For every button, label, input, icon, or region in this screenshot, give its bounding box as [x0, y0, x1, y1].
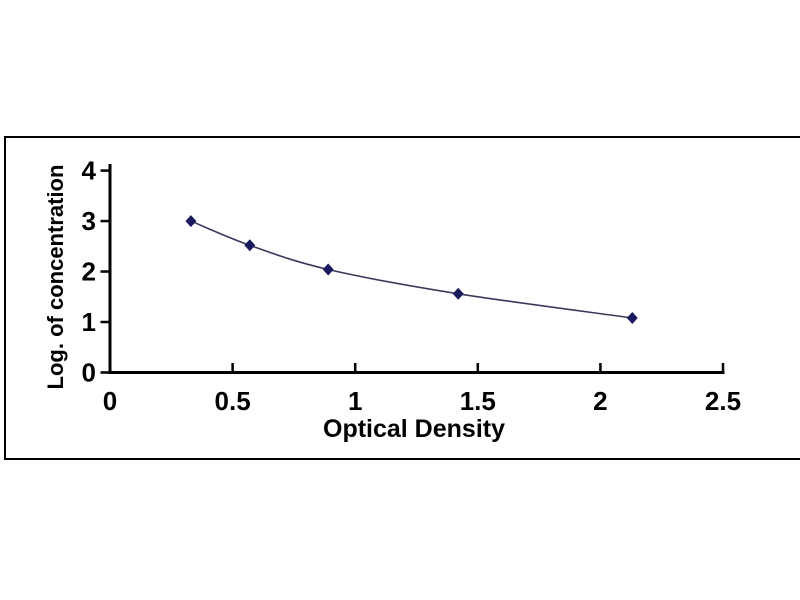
data-point-marker — [452, 287, 464, 300]
data-point-marker — [322, 263, 334, 276]
data-point-marker — [626, 312, 638, 324]
y-axis-title: Log. of concentration — [43, 164, 68, 390]
x-tick-label: 1.5 — [460, 386, 496, 416]
x-tick-label: 1 — [348, 386, 362, 416]
data-point-marker — [185, 215, 197, 228]
x-axis-title: Optical Density — [323, 415, 505, 443]
y-tick-label: 4 — [82, 156, 97, 186]
y-tick-label: 0 — [82, 358, 96, 388]
y-tick-label: 2 — [82, 257, 96, 287]
x-tick-label: 0.5 — [215, 386, 251, 416]
x-tick-label: 2.5 — [705, 386, 741, 416]
y-tick-label: 3 — [82, 206, 96, 236]
standard-curve-line — [190, 220, 633, 319]
chart-frame — [4, 136, 800, 460]
x-tick-label: 2 — [593, 386, 607, 416]
data-point-marker — [244, 239, 256, 252]
y-tick-label: 1 — [82, 307, 96, 337]
x-tick-label: 0 — [103, 386, 117, 416]
